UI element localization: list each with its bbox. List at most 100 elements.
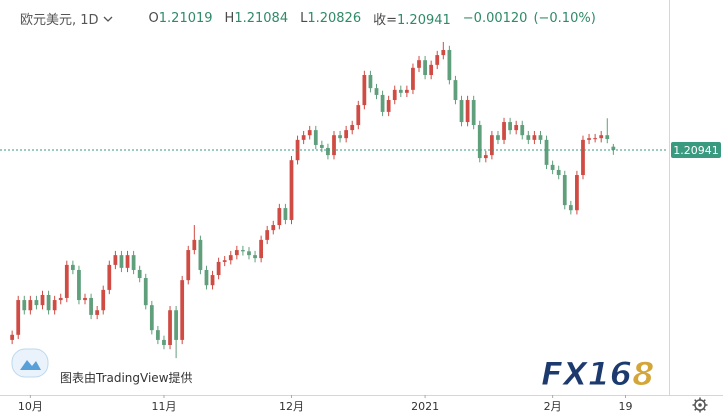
candle-body <box>216 261 221 276</box>
candle-body <box>253 255 257 259</box>
candle-body <box>162 339 166 345</box>
candle-body <box>568 205 573 211</box>
candle-body <box>34 300 39 306</box>
candle-body <box>143 278 148 306</box>
candle-body <box>587 138 591 140</box>
candle-body <box>289 160 294 220</box>
candle-body <box>70 264 75 270</box>
candle-body <box>77 269 81 301</box>
candle-body <box>581 139 585 176</box>
candle-body <box>22 300 27 311</box>
candle-body <box>247 251 251 256</box>
candle-body <box>16 300 21 335</box>
x-tick-label: 2月 <box>544 400 562 413</box>
logo-main: FX16 <box>541 355 632 393</box>
candle-body <box>490 135 494 156</box>
candle-body <box>180 280 185 340</box>
candle-body <box>496 135 500 140</box>
candle-body <box>356 105 361 126</box>
candle-body <box>575 175 579 211</box>
candle-body <box>562 175 567 206</box>
candle-body <box>526 135 531 140</box>
candle-body <box>119 255 124 268</box>
candle-body <box>441 50 446 56</box>
candle-body <box>137 269 142 279</box>
candle-body <box>125 255 130 268</box>
candle-body <box>319 144 324 148</box>
attribution: 图表由TradingView提供 <box>60 371 193 385</box>
candle-body <box>398 89 403 93</box>
candle-body <box>435 55 440 65</box>
x-tick-label: 2021 <box>411 400 439 413</box>
candle-body <box>95 310 100 315</box>
candle-body <box>605 135 610 140</box>
candle-body <box>89 297 93 315</box>
settings-gear[interactable] <box>692 397 708 413</box>
candle-body <box>362 75 367 106</box>
candle-body <box>192 239 197 251</box>
candle-body <box>301 135 306 140</box>
candle-body <box>46 294 51 311</box>
candle-body <box>83 297 87 301</box>
candle-body <box>374 88 379 95</box>
candle-body <box>259 239 264 259</box>
candle-body <box>313 130 318 145</box>
candle-body <box>210 275 215 286</box>
candle-body <box>532 135 537 140</box>
candle-body <box>417 60 421 68</box>
candle-body <box>380 94 385 112</box>
candle-body <box>326 147 330 156</box>
candle-body <box>429 64 434 76</box>
high-label: H <box>224 11 235 26</box>
candle-body <box>556 169 561 176</box>
candle-body <box>113 255 118 265</box>
candle-body <box>508 122 512 131</box>
candle-body <box>101 289 106 311</box>
candle-body <box>307 130 312 136</box>
candle-body <box>459 100 464 123</box>
candle-body <box>332 135 336 156</box>
candle-body <box>107 264 112 290</box>
candle-body <box>386 100 391 112</box>
candle-body <box>423 60 427 76</box>
tradingview-badge <box>11 348 49 378</box>
close-value: 1.20941 <box>397 13 451 28</box>
legend-header: 欧元美元, 1D O1.21019 H1.21084 L1.20826 收=1.… <box>20 9 596 28</box>
candle-body <box>28 300 33 311</box>
candle-body <box>64 264 69 298</box>
candle-body <box>538 135 543 140</box>
high-value: 1.21084 <box>234 11 289 26</box>
candle-body <box>502 122 506 140</box>
candle-body <box>392 89 397 101</box>
low-value: 1.20826 <box>307 11 362 26</box>
candle-body <box>168 310 172 345</box>
candle-body <box>483 155 488 159</box>
candle-body <box>265 230 270 240</box>
interval-chevron[interactable] <box>103 15 113 23</box>
candle-body <box>344 130 349 139</box>
candle-body <box>404 89 409 93</box>
candle-body <box>198 239 203 270</box>
x-tick-label: 19 <box>618 400 632 413</box>
candle-body <box>368 75 373 89</box>
change-percent: (−0.10%) <box>533 11 596 26</box>
candle-body <box>131 255 136 270</box>
candle-body <box>411 67 415 90</box>
last-price-label: 1.20941 <box>673 144 719 157</box>
candle-body <box>514 125 519 131</box>
candle-body <box>338 135 342 139</box>
candle-body <box>174 310 178 340</box>
logo-accent: 8 <box>632 355 654 393</box>
open-label: O <box>148 11 159 26</box>
candle-body <box>593 138 598 140</box>
candle-body <box>550 164 555 170</box>
candle-body <box>611 146 616 150</box>
candle-body <box>520 125 525 136</box>
candle-body <box>40 294 45 306</box>
candle-body <box>186 250 191 281</box>
low-label: L <box>300 11 308 26</box>
x-tick-label: 10月 <box>18 400 43 413</box>
x-tick-label: 12月 <box>279 400 304 413</box>
